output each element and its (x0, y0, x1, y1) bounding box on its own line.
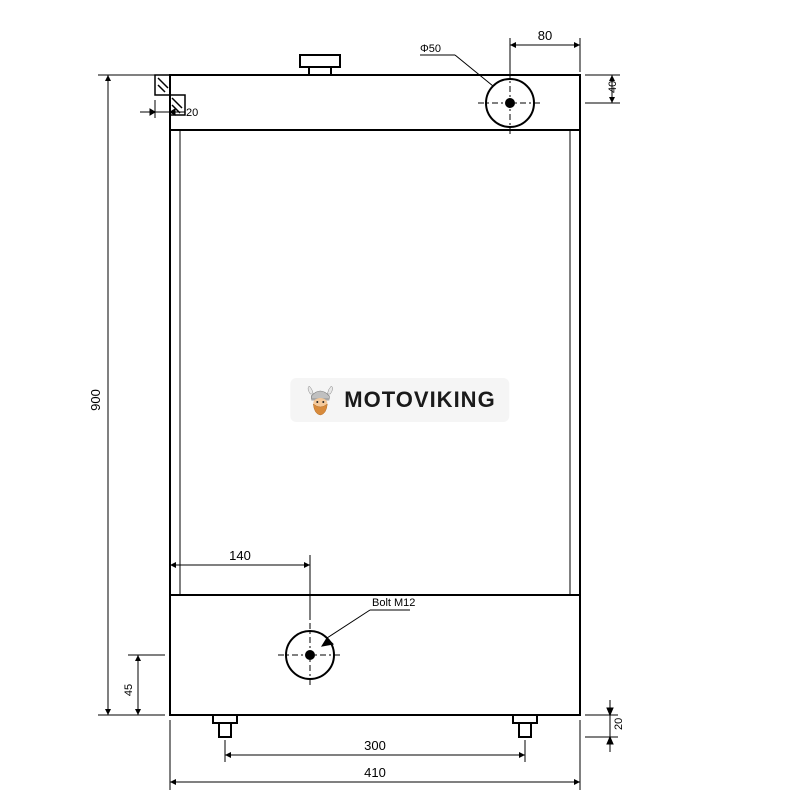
dim-width-410-label: 410 (364, 765, 386, 780)
top-port-label (420, 55, 493, 86)
bottom-port-leader (322, 610, 410, 646)
dim-port-140-label: 140 (229, 548, 251, 563)
bottom-bolt-right (513, 715, 537, 737)
dim-br-20-label: 20 (613, 718, 625, 730)
bottom-bolt-left (213, 715, 237, 737)
viking-icon (304, 384, 336, 416)
dim-top-right-40-label: 40 (607, 81, 619, 93)
bottom-port (278, 623, 342, 687)
watermark-badge: MOTOVIKING (290, 378, 509, 422)
bolt-label: Bolt M12 (372, 597, 415, 609)
dim-port-140 (170, 555, 310, 620)
filler-cap (300, 55, 340, 75)
dim-height-900 (98, 75, 165, 715)
dim-top-80-label: 80 (538, 28, 552, 43)
dim-top-left-20-label: 20 (186, 107, 198, 119)
dim-height-900-label: 900 (88, 389, 103, 411)
dim-top-80 (510, 38, 580, 72)
dim-bolts-300-label: 300 (364, 738, 386, 753)
watermark-text: MOTOVIKING (344, 387, 495, 413)
dim-bl-45-label: 45 (123, 684, 135, 696)
top-port-dia-label: Φ50 (420, 43, 441, 55)
